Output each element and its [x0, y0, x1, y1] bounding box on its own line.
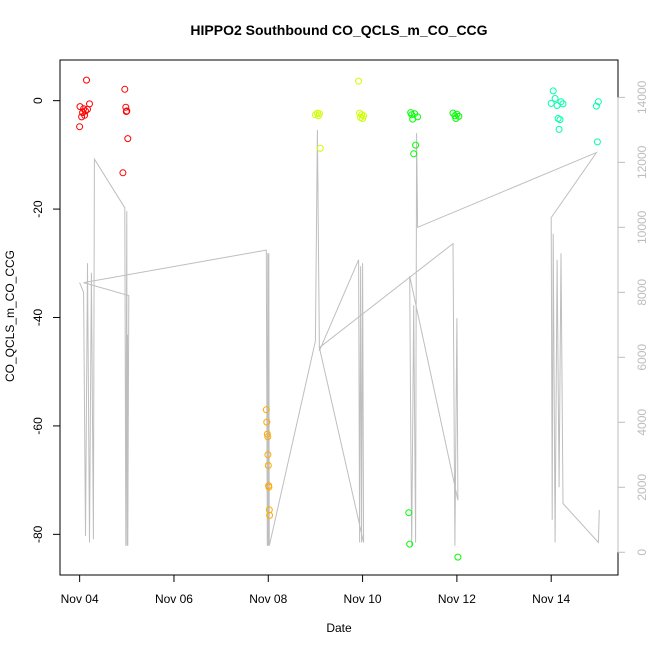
- y-tick-label: -20: [31, 200, 45, 218]
- data-point: [264, 433, 272, 441]
- data-point: [455, 112, 463, 120]
- data-point: [360, 112, 368, 120]
- data-point: [555, 125, 563, 133]
- data-point: [453, 110, 461, 118]
- data-point: [122, 103, 130, 111]
- data-point: [355, 77, 363, 85]
- data-point: [316, 144, 324, 152]
- data-point: [410, 150, 418, 158]
- data-point: [311, 111, 319, 119]
- data-point: [315, 110, 323, 118]
- data-point: [119, 169, 127, 177]
- altitude-line: [79, 129, 600, 546]
- right-tick-label: 6000: [635, 344, 649, 371]
- x-tick-label: Nov 10: [344, 592, 382, 606]
- data-point: [263, 418, 271, 426]
- data-point: [121, 85, 129, 93]
- data-point: [551, 95, 559, 102]
- x-tick-label: Nov 06: [155, 592, 193, 606]
- data-point: [86, 100, 93, 108]
- data-point: [262, 406, 270, 414]
- data-point: [592, 102, 600, 110]
- data-point: [76, 123, 84, 131]
- x-tick-label: Nov 14: [532, 592, 570, 606]
- data-point: [266, 511, 274, 519]
- data-point: [124, 135, 132, 143]
- right-tick-label: 0: [635, 549, 649, 556]
- right-tick-label: 4000: [635, 409, 649, 436]
- data-point: [264, 462, 272, 469]
- x-tick-label: Nov 12: [438, 592, 476, 606]
- data-point: [83, 76, 90, 84]
- right-tick-label: 8000: [635, 279, 649, 306]
- data-point: [123, 107, 131, 115]
- right-tick-label: 14000: [635, 80, 649, 114]
- data-point: [76, 103, 84, 111]
- data-point: [559, 100, 567, 108]
- data-point: [593, 138, 601, 146]
- right-tick-label: 10000: [635, 210, 649, 244]
- y-axis: 0 -20 -40 -60 -80: [31, 97, 61, 543]
- data-point: [82, 107, 89, 115]
- data-point: [406, 540, 414, 548]
- data-point: [412, 141, 420, 149]
- data-point: [557, 98, 565, 106]
- x-axis: Nov 04 Nov 06 Nov 08 Nov 10 Nov 12 Nov 14: [61, 574, 571, 606]
- flight-altitude-line: [79, 129, 600, 546]
- data-points: [76, 76, 602, 561]
- x-tick-label: Nov 08: [249, 592, 287, 606]
- data-point: [265, 483, 273, 491]
- data-point: [263, 430, 271, 438]
- right-tick-label: 12000: [635, 145, 649, 179]
- chart-title: HIPPO2 Southbound CO_QCLS_m_CO_CCG: [190, 22, 487, 38]
- y-tick-label: -80: [31, 525, 45, 543]
- right-axis: 0 2000 4000 6000 8000 10000 12000 14000: [617, 80, 649, 556]
- y-tick-label: -40: [31, 309, 45, 327]
- data-point: [454, 553, 462, 561]
- data-point: [594, 98, 602, 106]
- data-point: [264, 451, 272, 459]
- y-tick-label: -60: [31, 417, 45, 435]
- x-axis-label: Date: [326, 621, 352, 635]
- data-point: [547, 99, 555, 107]
- data-point: [405, 509, 413, 517]
- data-point: [80, 105, 88, 113]
- data-point: [549, 87, 557, 95]
- y-tick-label: 0: [31, 97, 45, 104]
- right-tick-label: 2000: [635, 474, 649, 501]
- x-tick-label: Nov 04: [61, 592, 99, 606]
- data-point: [81, 111, 89, 119]
- data-point: [556, 116, 564, 124]
- y-axis-label: CO_QCLS_m_CO_CCG: [3, 250, 17, 382]
- data-point: [414, 113, 422, 121]
